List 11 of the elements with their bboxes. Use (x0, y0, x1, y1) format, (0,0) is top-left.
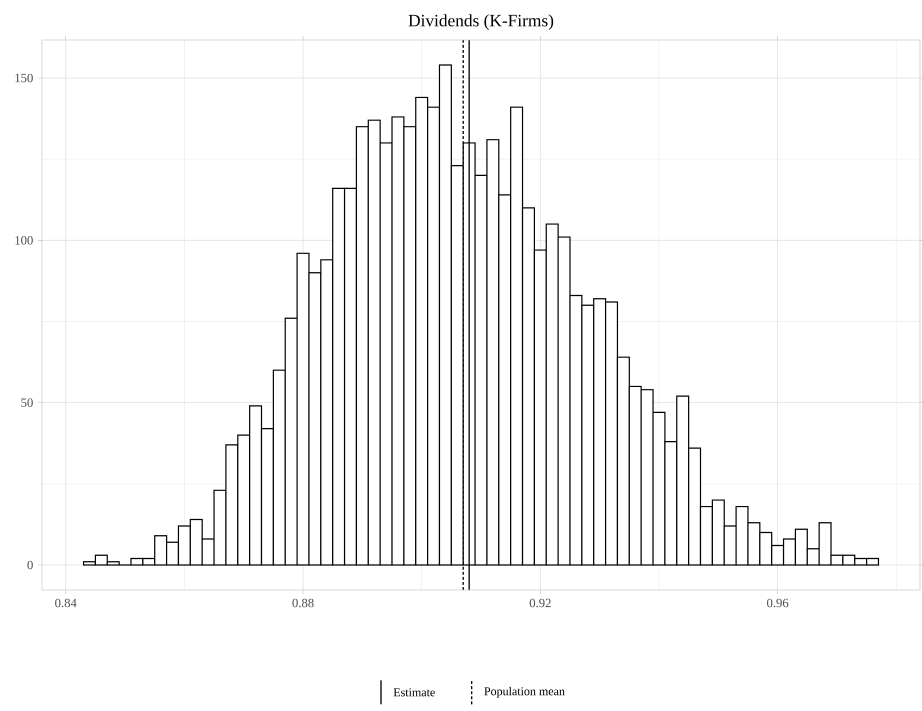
y-tick-label: 100 (15, 236, 33, 245)
x-tick-label: 0.84 (55, 598, 77, 608)
chart-title: Dividends (K-Firms) (408, 14, 554, 30)
legend-label: Population mean (484, 686, 565, 698)
x-tick-label: 0.92 (530, 598, 551, 608)
y-tick-label: 0 (27, 560, 33, 570)
x-tick-label: 0.96 (767, 598, 788, 608)
x-tick-label: 0.88 (292, 598, 314, 608)
y-tick-label: 50 (21, 398, 33, 407)
legend-label: Estimate (394, 688, 435, 696)
y-tick-label: 150 (15, 74, 33, 82)
